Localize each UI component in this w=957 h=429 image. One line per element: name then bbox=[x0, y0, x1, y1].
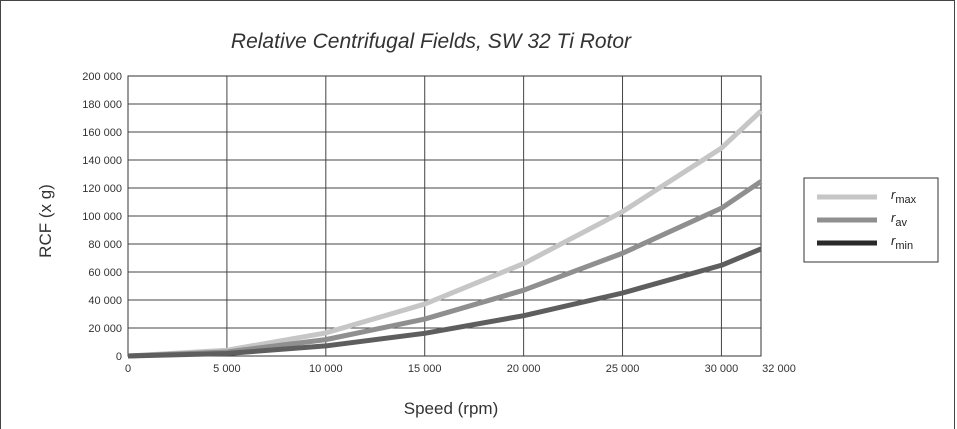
x-tick-label: 25 000 bbox=[606, 363, 640, 375]
legend-items: rmax rav rmin bbox=[817, 187, 917, 252]
y-tick-label: 40 000 bbox=[88, 295, 122, 307]
y-tick-label: 20 000 bbox=[88, 323, 122, 335]
series-line-max bbox=[127, 109, 763, 359]
x-axis-label: Speed (rpm) bbox=[404, 399, 498, 418]
y-tick-label: 180 000 bbox=[82, 99, 122, 111]
y-tick-label: 60 000 bbox=[88, 267, 122, 279]
y-tick-labels: 0 20 000 40 000 60 000 80 000 100 000 120 000 1… bbox=[82, 71, 122, 363]
x-tick-label: 15 000 bbox=[408, 363, 442, 375]
x-tick-label: 32 000 bbox=[762, 363, 796, 375]
x-tick-labels: 0 5 000 10 000 15 000 20 000 25 000 30 000 32 0… bbox=[125, 363, 796, 375]
y-tick-label: 100 000 bbox=[82, 211, 122, 223]
series-lines bbox=[127, 109, 763, 359]
grid bbox=[127, 75, 762, 357]
legend-label-min: rmin bbox=[891, 233, 913, 252]
legend-label-max: rmax bbox=[891, 187, 917, 206]
legend-label-av: rav bbox=[891, 210, 907, 229]
y-tick-label: 200 000 bbox=[82, 71, 122, 83]
series-line-min bbox=[127, 246, 762, 359]
y-tick-label: 160 000 bbox=[82, 127, 122, 139]
y-tick-label: 120 000 bbox=[82, 183, 122, 195]
y-tick-label: 0 bbox=[116, 351, 122, 363]
legend: rmax rav rmin bbox=[803, 177, 939, 263]
y-tick-label: 80 000 bbox=[88, 239, 122, 251]
x-tick-label: 0 bbox=[125, 363, 131, 375]
x-tick-label: 20 000 bbox=[507, 363, 541, 375]
x-tick-label: 10 000 bbox=[309, 363, 343, 375]
x-tick-label: 30 000 bbox=[705, 363, 739, 375]
chart-title: Relative Centrifugal Fields, SW 32 Ti Ro… bbox=[231, 30, 632, 53]
x-tick-label: 5 000 bbox=[213, 363, 241, 375]
y-tick-label: 140 000 bbox=[82, 155, 122, 167]
y-axis-label: RCF (x g) bbox=[36, 184, 55, 258]
